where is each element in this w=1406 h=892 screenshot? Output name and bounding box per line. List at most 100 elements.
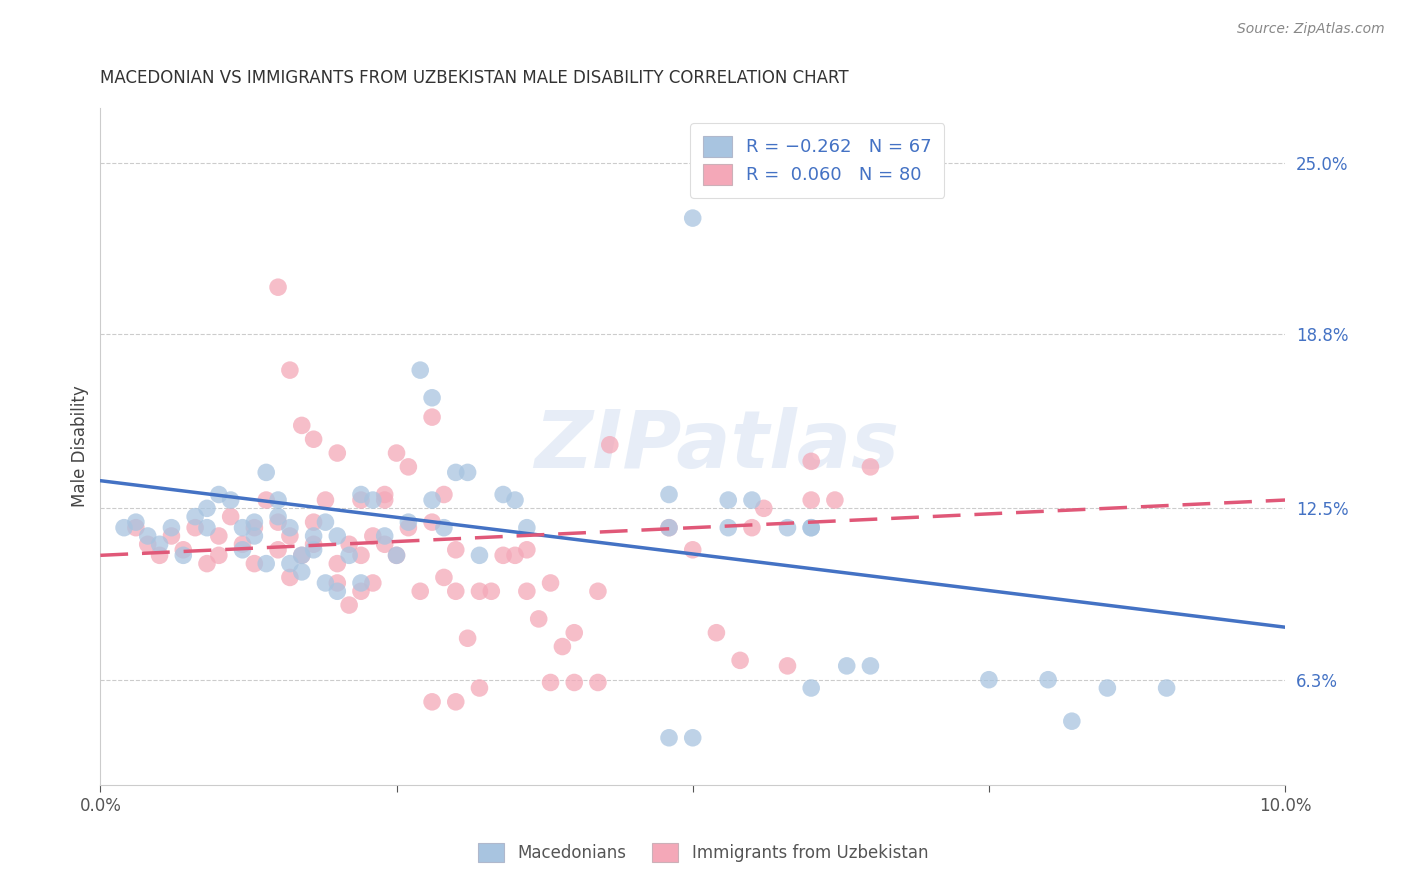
Point [776,521,799,535]
Point [291,418,314,433]
Point [741,493,763,508]
Point [326,446,349,460]
Point [444,695,467,709]
Point [350,584,373,599]
Point [800,454,823,468]
Point [149,537,172,551]
Point [337,549,360,563]
Point [172,542,194,557]
Point [752,501,775,516]
Point [231,542,253,557]
Point [291,565,314,579]
Point [374,493,396,508]
Point [859,459,882,474]
Point [682,731,704,745]
Point [361,529,384,543]
Point [125,521,148,535]
Point [468,584,491,599]
Point [658,487,681,501]
Point [208,487,231,501]
Point [326,584,349,599]
Point [231,537,253,551]
Point [706,625,728,640]
Point [326,557,349,571]
Point [492,549,515,563]
Point [112,521,135,535]
Point [374,487,396,501]
Point [658,731,681,745]
Point [409,363,432,377]
Point [385,446,408,460]
Point [420,391,443,405]
Point [800,681,823,695]
Point [267,493,290,508]
Point [835,659,858,673]
Point [516,584,538,599]
Point [457,632,479,646]
Point [291,549,314,563]
Point [314,515,336,529]
Point [728,653,751,667]
Point [314,576,336,591]
Point [267,515,290,529]
Point [444,584,467,599]
Point [503,549,526,563]
Point [243,521,266,535]
Point [350,493,373,508]
Point [859,659,882,673]
Point [219,493,242,508]
Point [1060,714,1083,728]
Point [254,466,277,480]
Point [717,521,740,535]
Point [278,521,301,535]
Point [374,537,396,551]
Point [420,515,443,529]
Text: ZIPatlas: ZIPatlas [534,407,898,485]
Point [599,438,621,452]
Point [540,675,562,690]
Point [492,487,515,501]
Point [243,529,266,543]
Point [361,576,384,591]
Point [800,521,823,535]
Point [776,659,799,673]
Point [195,501,218,516]
Point [254,557,277,571]
Point [658,521,681,535]
Point [396,459,419,474]
Point [444,466,467,480]
Point [800,521,823,535]
Point [125,515,148,529]
Point [184,509,207,524]
Point [302,515,325,529]
Point [361,493,384,508]
Point [562,625,585,640]
Point [326,576,349,591]
Point [136,529,159,543]
Point [586,584,609,599]
Point [409,584,432,599]
Point [231,521,253,535]
Point [337,537,360,551]
Point [824,493,846,508]
Point [658,521,681,535]
Point [420,410,443,425]
Point [586,675,609,690]
Point [562,675,585,690]
Point [291,549,314,563]
Point [385,549,408,563]
Point [540,576,562,591]
Point [208,549,231,563]
Point [302,432,325,446]
Point [977,673,1000,687]
Point [433,570,456,584]
Point [219,509,242,524]
Point [302,542,325,557]
Point [444,542,467,557]
Point [160,529,183,543]
Point [243,557,266,571]
Point [396,521,419,535]
Point [278,557,301,571]
Point [267,280,290,294]
Point [337,598,360,612]
